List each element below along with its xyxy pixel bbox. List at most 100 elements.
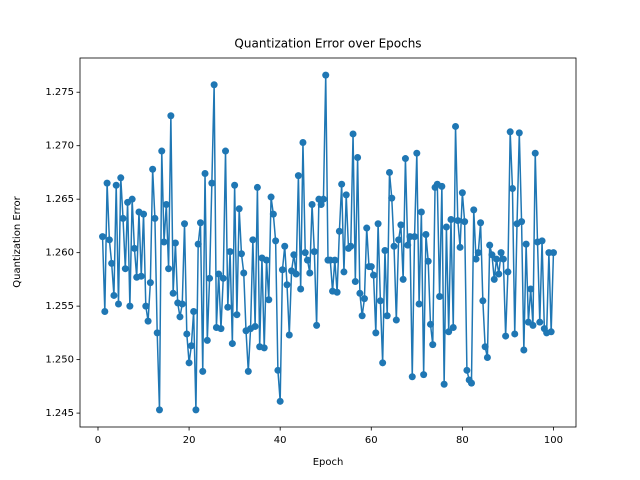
marker <box>117 174 125 182</box>
marker <box>240 269 248 277</box>
marker <box>367 263 375 271</box>
marker <box>447 216 455 224</box>
marker <box>194 240 202 248</box>
marker <box>379 359 387 367</box>
marker <box>518 218 526 226</box>
marker <box>383 312 391 320</box>
marker <box>331 256 339 264</box>
marker <box>527 285 535 293</box>
x-tick-label: 0 <box>95 435 101 446</box>
marker <box>449 324 457 332</box>
marker <box>203 336 211 344</box>
y-tick-label: 1.275 <box>45 87 74 98</box>
marker <box>114 300 122 308</box>
marker <box>142 302 150 310</box>
marker <box>376 297 384 305</box>
marker <box>306 269 314 277</box>
marker <box>285 331 293 339</box>
marker <box>408 373 416 381</box>
y-tick-label: 1.265 <box>45 194 74 205</box>
marker <box>467 379 475 387</box>
marker <box>385 168 393 176</box>
marker <box>399 275 407 283</box>
marker <box>424 257 432 265</box>
marker <box>502 332 510 340</box>
marker <box>185 359 193 367</box>
marker <box>176 313 184 321</box>
marker <box>356 289 364 297</box>
marker <box>313 321 321 329</box>
marker <box>244 367 252 375</box>
marker <box>215 270 223 278</box>
marker <box>436 293 444 301</box>
marker <box>310 248 318 256</box>
marker <box>112 181 120 189</box>
marker <box>349 130 357 138</box>
y-axis-label: Quantization Error <box>12 195 23 287</box>
marker <box>128 195 136 203</box>
marker <box>495 270 503 278</box>
marker <box>110 291 118 299</box>
marker <box>278 266 286 274</box>
marker <box>474 249 482 257</box>
marker <box>103 179 111 187</box>
marker <box>167 112 175 120</box>
marker <box>105 236 113 244</box>
marker <box>260 344 268 352</box>
marker <box>395 236 403 244</box>
marker <box>263 256 271 264</box>
marker <box>529 321 537 329</box>
marker <box>322 71 330 79</box>
marker <box>292 270 300 278</box>
marker <box>490 275 498 283</box>
marker <box>251 322 259 330</box>
marker <box>531 149 539 157</box>
marker <box>415 300 423 308</box>
marker <box>121 265 129 273</box>
x-tick-label: 20 <box>183 435 196 446</box>
marker <box>155 406 163 414</box>
marker <box>477 219 485 227</box>
marker <box>340 268 348 276</box>
marker <box>481 343 489 351</box>
marker <box>181 220 189 228</box>
marker <box>130 244 138 252</box>
marker <box>493 255 501 263</box>
marker <box>360 295 368 303</box>
marker <box>335 227 343 235</box>
marker <box>483 353 491 361</box>
marker <box>388 194 396 202</box>
marker <box>228 340 236 348</box>
marker <box>520 346 528 354</box>
marker <box>452 122 460 130</box>
marker <box>333 288 341 296</box>
marker <box>319 195 327 203</box>
marker <box>374 220 382 228</box>
marker <box>354 153 362 161</box>
marker <box>272 237 280 245</box>
x-tick-label: 40 <box>274 435 287 446</box>
marker <box>231 181 239 189</box>
marker <box>151 214 159 222</box>
marker <box>438 182 446 190</box>
marker <box>253 183 261 191</box>
marker <box>190 307 198 315</box>
marker <box>160 238 168 246</box>
marker <box>317 201 325 209</box>
marker <box>192 406 200 414</box>
marker <box>456 243 464 251</box>
marker <box>283 281 291 289</box>
marker <box>294 172 302 180</box>
marker <box>411 233 419 241</box>
marker <box>281 242 289 250</box>
marker <box>201 170 209 178</box>
marker <box>144 317 152 325</box>
marker <box>372 329 380 337</box>
y-tick-label: 1.260 <box>45 248 74 259</box>
marker <box>217 325 225 333</box>
marker <box>429 341 437 349</box>
marker <box>101 307 109 315</box>
marker <box>390 242 398 250</box>
marker <box>363 224 371 232</box>
